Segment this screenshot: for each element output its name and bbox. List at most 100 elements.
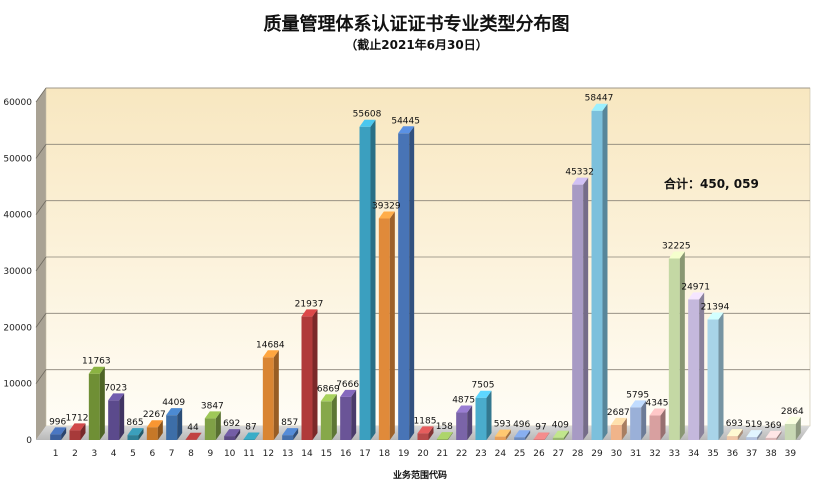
value-label: 2864 [781,407,804,417]
x-tick-label: 18 [379,449,391,459]
x-tick-label: 3 [91,449,97,459]
x-tick-label: 38 [765,449,777,459]
x-tick-label: 1 [53,449,59,459]
value-label: 97 [535,422,546,432]
value-label: 7505 [472,381,495,391]
value-label: 7023 [104,383,127,393]
value-label: 32225 [662,241,691,251]
x-tick-label: 4 [111,449,117,459]
y-axis-ticks: 0 10000 20000 30000 40000 50000 60000 [3,98,32,446]
gridline-side [35,256,47,272]
gridline-side [35,200,47,215]
value-label: 857 [281,418,298,428]
bar [668,251,685,440]
chart-subtitle: （截止2021年6月30日） [345,38,488,52]
x-tick-label: 23 [475,449,486,459]
bar [533,432,550,440]
x-tick-label: 26 [533,449,545,459]
x-tick-label: 22 [456,449,467,459]
bar [784,416,801,440]
x-tick-label: 27 [553,449,564,459]
x-tick-label: 33 [669,449,680,459]
x-tick-label: 5 [130,449,136,459]
x-tick-label: 35 [707,449,718,459]
y-tick-label: 20000 [3,323,32,333]
value-label: 1712 [66,413,89,423]
value-label: 158 [436,422,453,432]
bar [649,408,666,440]
x-tick-label: 24 [495,449,507,459]
x-tick-label: 10 [224,449,236,459]
bar [630,400,647,440]
bar [50,427,67,440]
value-label: 45332 [565,168,594,178]
value-label: 4875 [452,396,475,406]
x-tick-label: 7 [169,449,175,459]
x-tick-label: 8 [188,449,194,459]
bar [301,309,318,440]
value-label: 55608 [353,110,382,120]
value-label: 87 [245,423,256,433]
x-tick-label: 14 [301,449,313,459]
x-tick-label: 16 [340,449,352,459]
bar [610,417,627,440]
bar [514,430,531,440]
value-label: 5795 [626,390,649,400]
value-label: 996 [49,417,66,427]
x-tick-label: 12 [263,449,274,459]
value-label: 39329 [372,201,401,211]
bar [224,429,241,440]
bar [688,292,705,440]
value-label: 693 [726,419,743,429]
bar [340,389,357,440]
value-label: 409 [552,421,569,431]
x-tick-label: 34 [688,449,700,459]
bar [765,430,782,440]
x-tick-label: 28 [572,449,584,459]
value-label: 44 [187,423,199,433]
value-label: 2687 [607,408,630,418]
x-tick-label: 15 [321,449,332,459]
bar [591,103,608,440]
y-tick-label: 50000 [3,154,32,164]
value-label: 519 [745,420,762,430]
value-label: 496 [513,420,530,430]
bar [572,177,589,440]
value-label: 14684 [256,340,285,350]
bar [204,411,221,440]
bar [243,432,260,440]
bar [456,405,473,440]
x-tick-label: 17 [359,449,370,459]
value-label: 692 [223,419,240,429]
value-label: 58447 [585,94,614,104]
value-label: 6869 [317,384,340,394]
x-tick-label: 36 [727,449,739,459]
value-label: 24971 [681,282,710,292]
bar [262,350,279,440]
bar [88,366,105,440]
gridline-side [35,313,47,328]
x-tick-label: 25 [514,449,525,459]
x-tick-label: 31 [630,449,641,459]
bar [359,119,376,440]
bar [378,211,395,440]
value-label: 21937 [295,299,324,309]
x-tick-label: 6 [149,449,155,459]
bar [475,390,492,440]
x-tick-label: 30 [611,449,623,459]
bar [108,393,125,440]
y-tick-label: 60000 [3,98,32,108]
chart-title: 质量管理体系认证证书专业类型分布图 [263,14,570,35]
x-tick-label: 21 [437,449,448,459]
y-tick-label: 0 [26,436,32,446]
bar [417,426,434,440]
gridline-side [35,369,47,384]
value-label: 4409 [162,398,185,408]
x-tick-label: 13 [282,449,293,459]
x-tick-label: 39 [785,449,797,459]
bar [398,126,415,441]
bar [494,429,511,440]
bar [746,430,763,440]
bar [707,312,724,440]
